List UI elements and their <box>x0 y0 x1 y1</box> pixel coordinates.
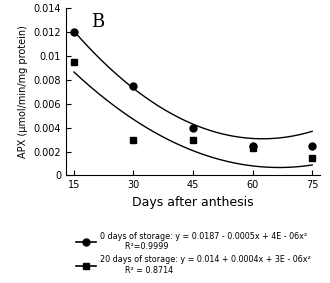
Legend: 0 days of storage: y = 0.0187 - 0.0005x + 4E - 06x²
          R²=0.9999, 20 days: 0 days of storage: y = 0.0187 - 0.0005x … <box>73 230 313 277</box>
Y-axis label: APX (μmol/min/mg protein): APX (μmol/min/mg protein) <box>18 25 28 158</box>
Text: B: B <box>91 14 105 31</box>
X-axis label: Days after anthesis: Days after anthesis <box>132 196 254 209</box>
